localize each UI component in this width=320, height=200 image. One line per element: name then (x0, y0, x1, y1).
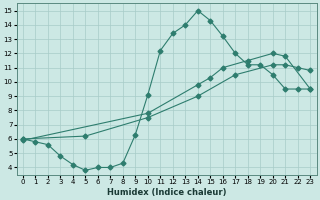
X-axis label: Humidex (Indice chaleur): Humidex (Indice chaleur) (107, 188, 226, 197)
